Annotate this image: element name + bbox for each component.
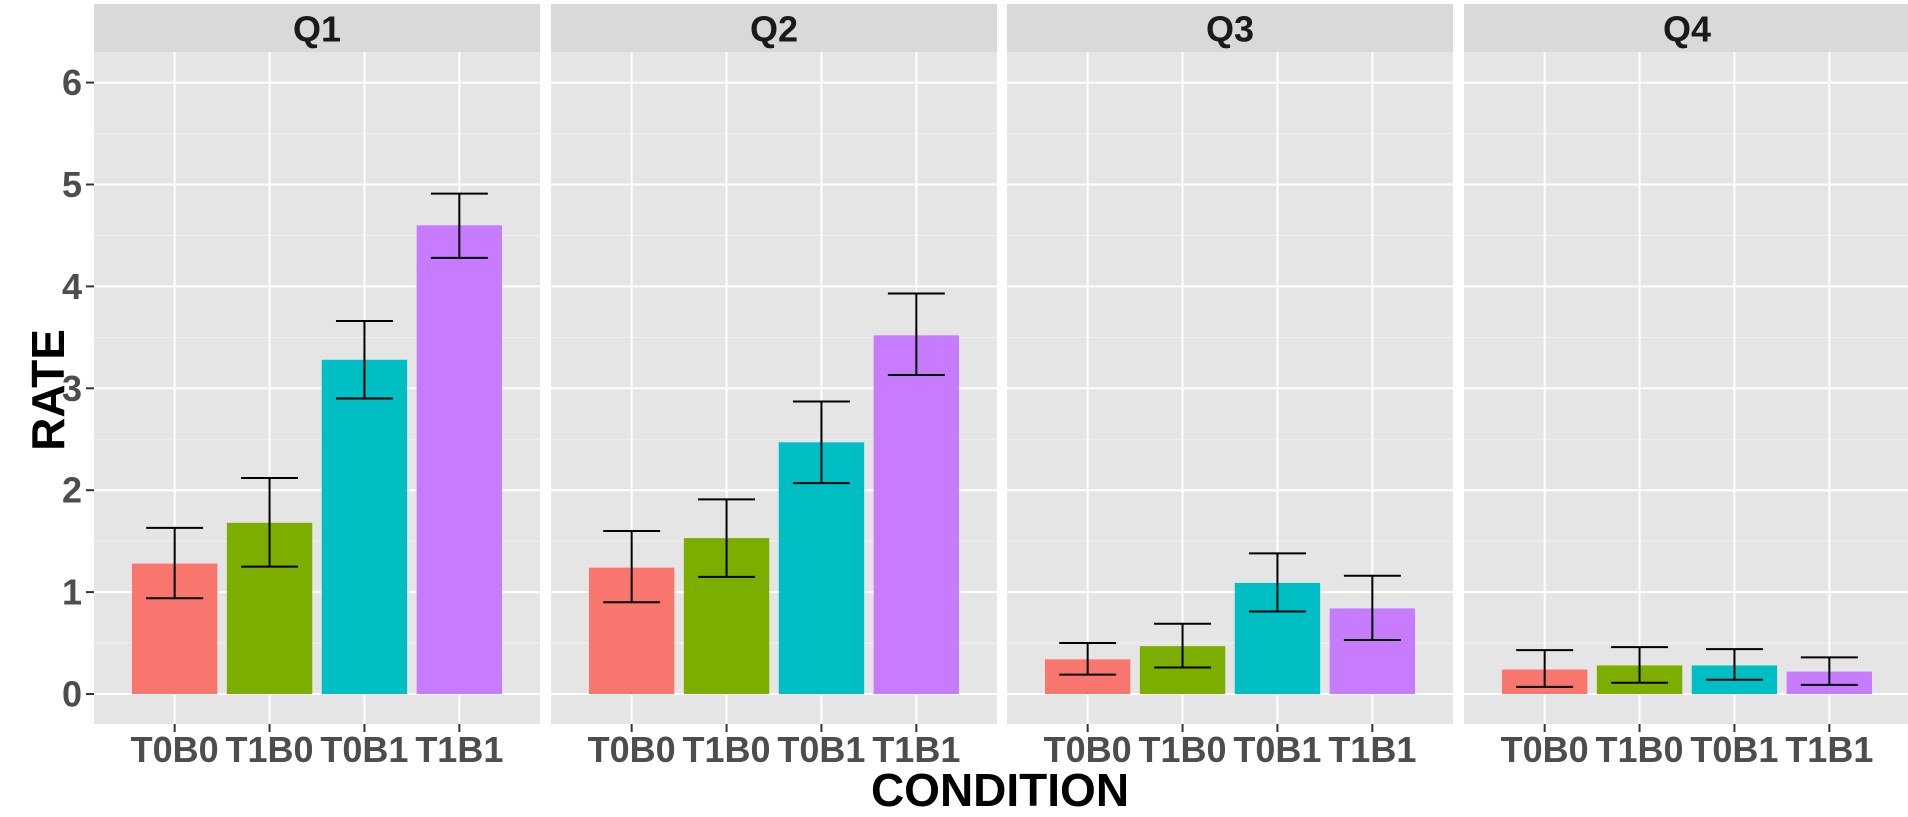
facet-strip-label: Q2 — [750, 9, 798, 50]
x-tick-label: T0B0 — [588, 729, 676, 770]
facet-strip — [94, 4, 540, 52]
bar-q2-t1b1 — [873, 335, 960, 694]
facet-strip — [1464, 4, 1908, 52]
x-tick-label: T0B0 — [1044, 729, 1132, 770]
x-tick-label: T1B1 — [1785, 729, 1873, 770]
y-tick-label: 6 — [62, 62, 82, 103]
x-tick-label: T1B1 — [415, 729, 503, 770]
x-tick-label: T1B0 — [683, 729, 771, 770]
x-tick-label: T0B0 — [131, 729, 219, 770]
facet-strip-label: Q1 — [293, 9, 341, 50]
y-tick-label: 5 — [62, 164, 82, 205]
y-tick-label: 0 — [62, 674, 82, 715]
x-tick-label: T1B0 — [1596, 729, 1684, 770]
x-tick-label: T1B0 — [226, 729, 314, 770]
facet-panel-q2: Q2 T0B0 T1B0 T0B1 T1B1 — [551, 4, 997, 770]
facet-panel-q3: Q3 T0B0 T1B0 T0B1 T1B1 — [1007, 4, 1453, 770]
y-tick-label: 3 — [62, 368, 82, 409]
facet-strip — [1007, 4, 1453, 52]
y-tick-label: 1 — [62, 572, 82, 613]
y-tick-label: 4 — [62, 266, 82, 307]
y-tick-label: 2 — [62, 470, 82, 511]
facet-strip-label: Q3 — [1206, 9, 1254, 50]
facet-panel-q1: Q1 T0B0 T1B0 T0B1 T1B1 — [94, 4, 540, 770]
facet-strip — [551, 4, 997, 52]
x-tick-label: T0B1 — [320, 729, 408, 770]
facet-strip-label: Q4 — [1663, 9, 1711, 50]
x-tick-label: T0B0 — [1501, 729, 1589, 770]
x-tick-label: T0B1 — [1690, 729, 1778, 770]
bar-q1-t1b1 — [416, 225, 503, 694]
x-tick-label: T1B1 — [872, 729, 960, 770]
bar-q1-t0b1 — [321, 359, 408, 694]
y-axis-title: RATE — [22, 329, 74, 451]
x-tick-label: T1B1 — [1328, 729, 1416, 770]
x-tick-label: T0B1 — [1233, 729, 1321, 770]
x-tick-label: T0B1 — [777, 729, 865, 770]
bar-q2-t0b1 — [778, 442, 865, 694]
facet-panel-q4: Q4 T0B0 T1B0 T0B1 T1B1 — [1464, 4, 1908, 770]
x-axis-title: CONDITION — [871, 764, 1129, 816]
x-tick-label: T1B0 — [1139, 729, 1227, 770]
